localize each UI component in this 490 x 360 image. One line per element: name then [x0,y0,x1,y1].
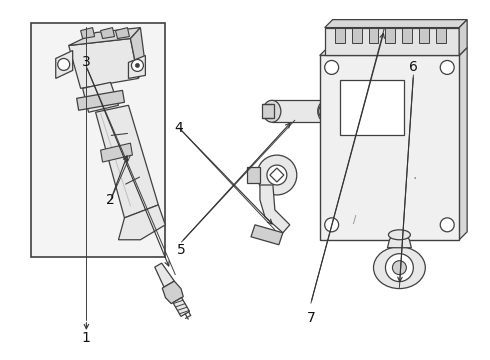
Polygon shape [459,20,467,55]
Polygon shape [69,39,138,88]
Text: 4: 4 [175,121,183,135]
Text: 1: 1 [82,331,91,345]
Polygon shape [96,105,158,218]
Circle shape [267,165,287,185]
Bar [335,28,344,42]
Text: .: . [412,168,416,182]
Bar [340,80,404,135]
Text: /: / [353,215,356,225]
Ellipse shape [318,100,336,122]
Bar [386,28,395,42]
Circle shape [131,59,144,71]
Bar [325,28,459,55]
Polygon shape [69,28,141,45]
Bar [419,28,429,42]
Polygon shape [56,50,73,78]
Bar [352,28,362,42]
Text: 2: 2 [106,193,115,207]
Polygon shape [128,55,146,78]
Bar [436,28,446,42]
Bar [31,23,165,257]
Polygon shape [459,48,467,240]
Circle shape [440,218,454,232]
Text: 7: 7 [307,311,315,325]
Polygon shape [100,28,115,39]
Polygon shape [247,167,260,183]
Circle shape [325,218,339,232]
Polygon shape [83,82,119,112]
Polygon shape [116,28,129,39]
Polygon shape [319,48,467,55]
Ellipse shape [263,100,281,122]
Polygon shape [100,143,132,162]
Circle shape [135,63,140,67]
Bar [262,104,274,118]
Ellipse shape [373,247,425,289]
Polygon shape [270,168,284,182]
Circle shape [257,155,297,195]
Bar [368,28,378,42]
Polygon shape [162,281,183,303]
Polygon shape [251,225,283,245]
Circle shape [325,60,339,75]
Circle shape [318,103,335,119]
Circle shape [386,254,414,282]
Circle shape [323,107,331,115]
Text: 3: 3 [82,55,91,69]
Polygon shape [155,263,174,287]
Circle shape [58,58,70,71]
Polygon shape [173,298,190,316]
Polygon shape [325,20,467,28]
Bar [402,28,413,42]
Polygon shape [119,205,165,240]
Text: 5: 5 [177,243,186,257]
Circle shape [440,60,454,75]
Bar [319,55,459,240]
Polygon shape [388,234,412,248]
Polygon shape [260,185,290,233]
Circle shape [392,261,406,275]
Polygon shape [130,28,146,78]
Text: 6: 6 [409,60,418,74]
Polygon shape [81,28,95,39]
Bar [272,100,327,122]
Ellipse shape [389,230,410,240]
Polygon shape [76,90,124,110]
